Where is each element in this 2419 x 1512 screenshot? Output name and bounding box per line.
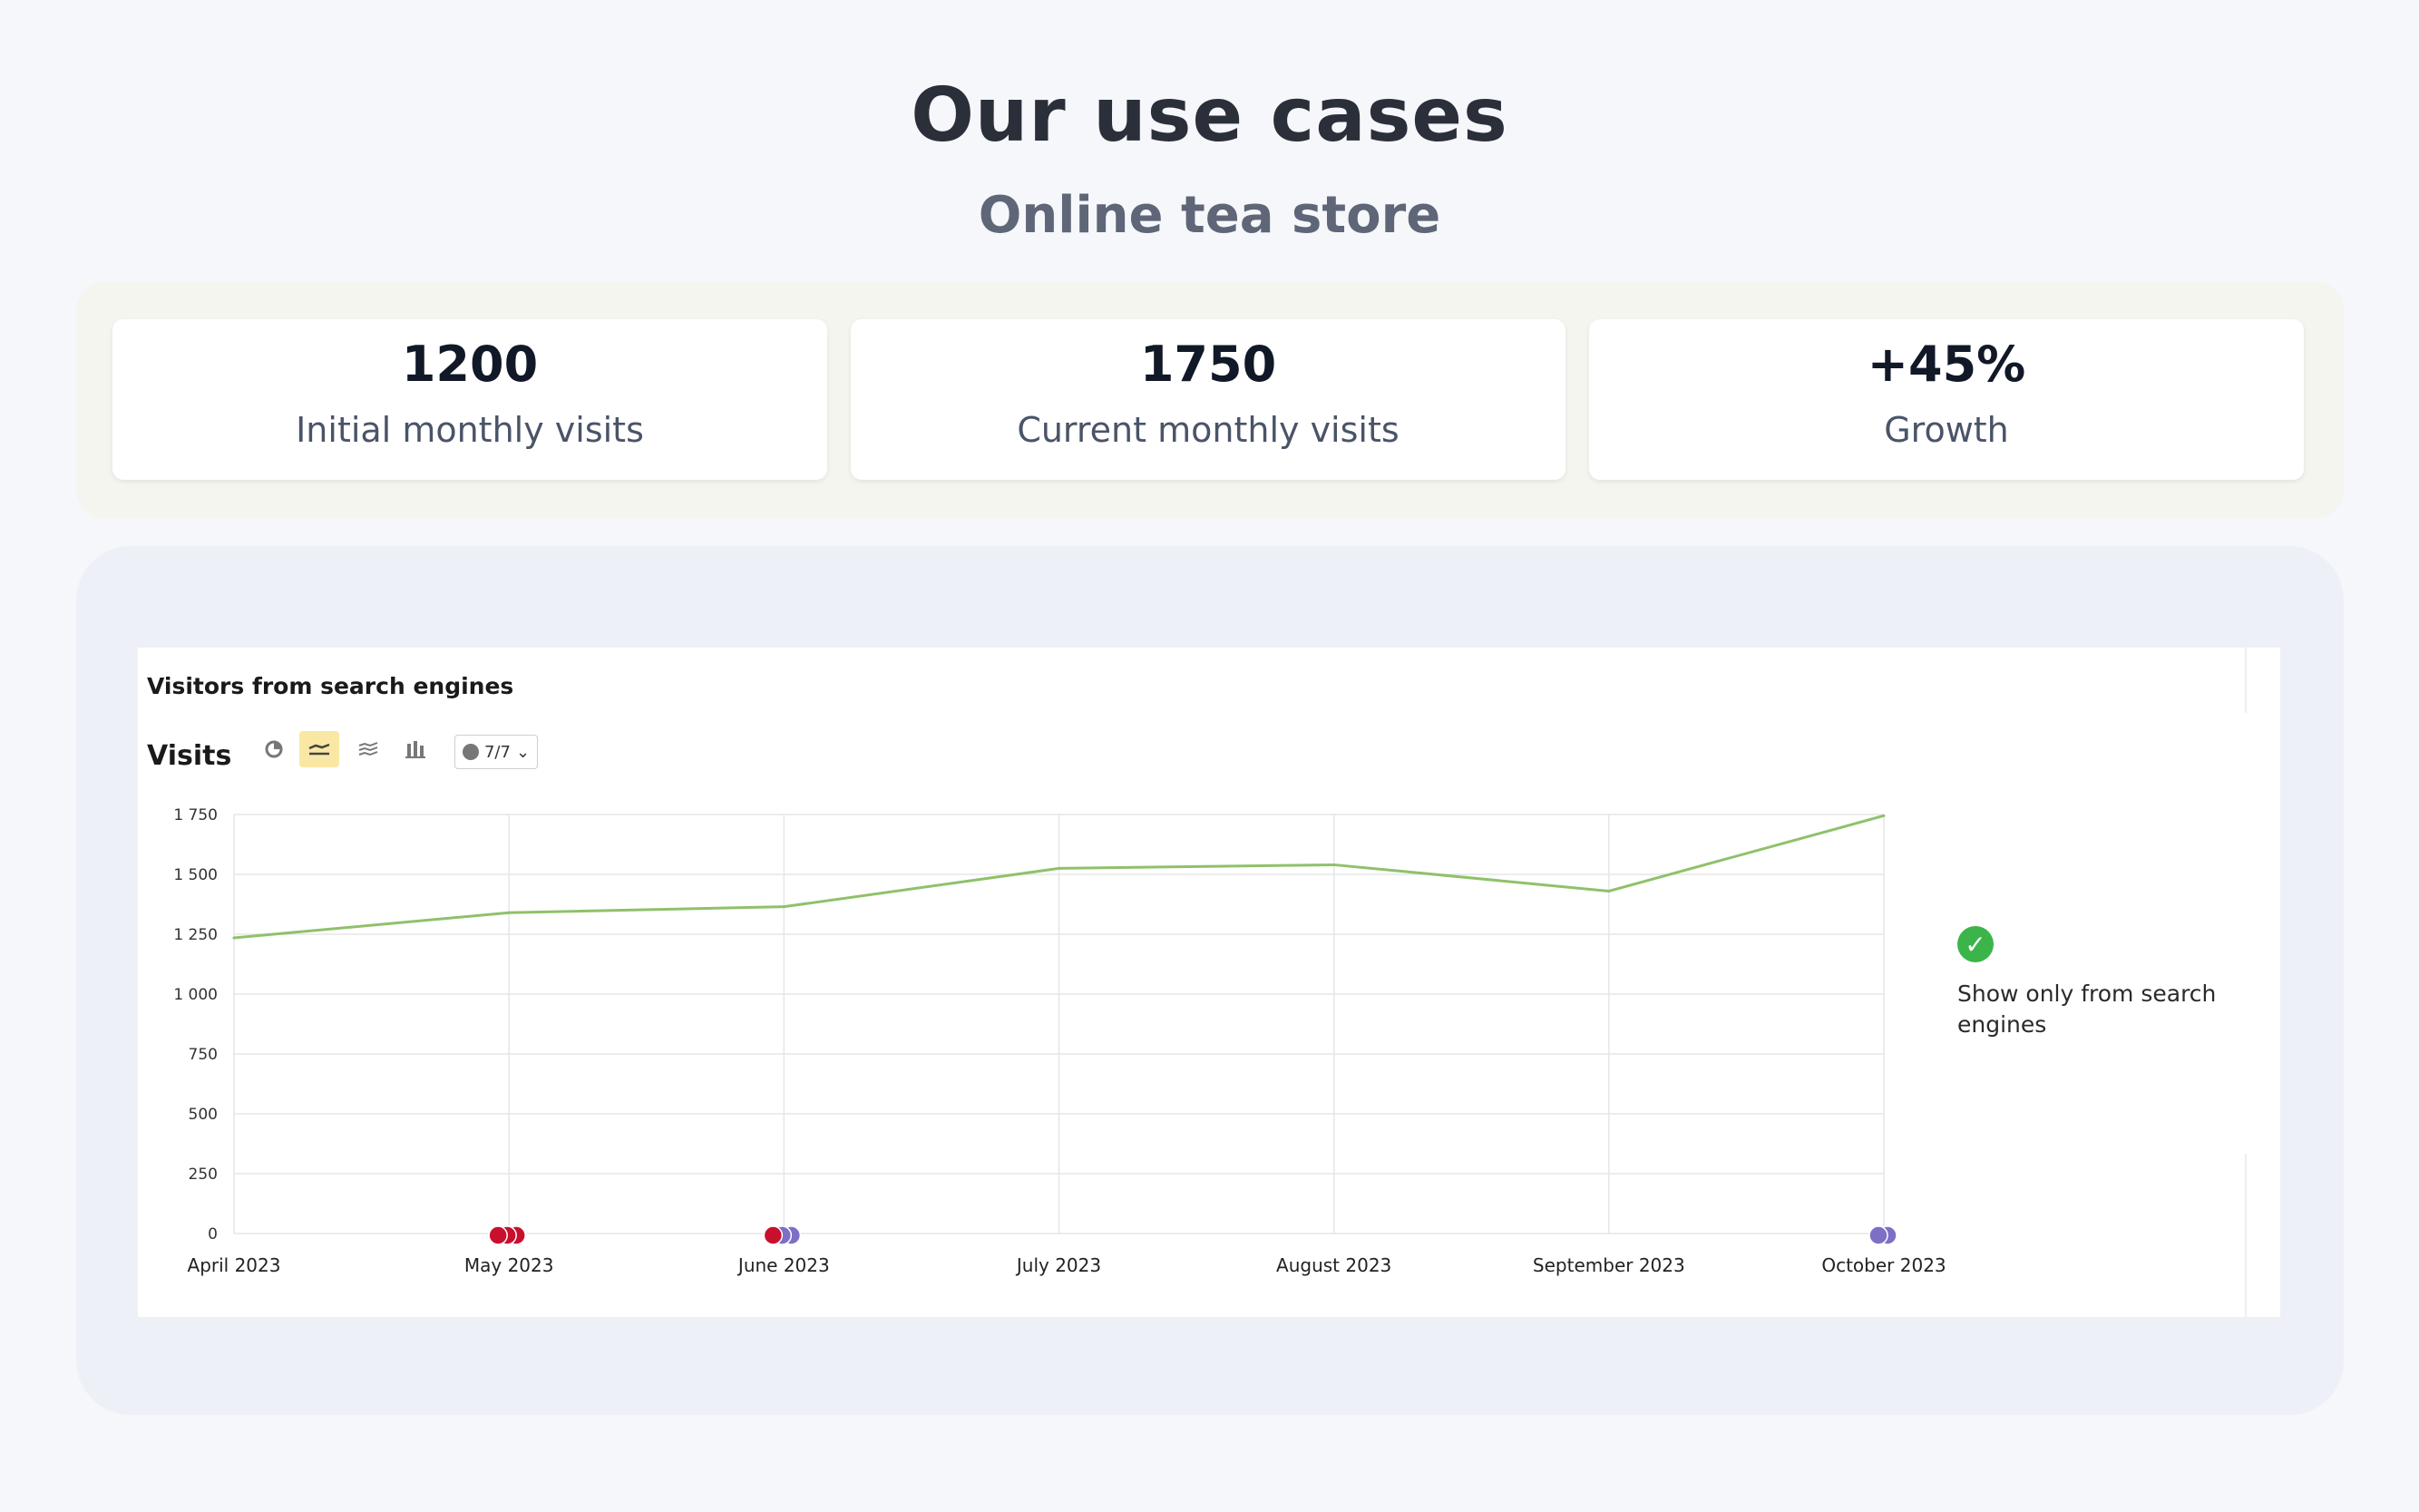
stat-card-current: 1750 Current monthly visits (851, 319, 1566, 480)
y-tick-label: 1 250 (173, 926, 218, 944)
series-count: 7/7 (483, 742, 511, 762)
stats-strip: 1200 Initial monthly visits 1750 Current… (76, 281, 2344, 519)
stat-label: Current monthly visits (1017, 410, 1400, 450)
data-point (507, 911, 511, 914)
y-tick-label: 750 (189, 1046, 218, 1064)
annotation-marker (1868, 1225, 1888, 1245)
y-tick-label: 0 (208, 1225, 218, 1244)
x-tick-label: July 2023 (1015, 1254, 1101, 1276)
data-point (1882, 814, 1886, 817)
data-point (232, 936, 236, 940)
x-tick-label: May 2023 (464, 1254, 554, 1276)
data-point (1332, 863, 1336, 866)
x-tick-label: June 2023 (736, 1254, 830, 1276)
chart-title: Visitors from search engines (147, 673, 514, 699)
stat-label: Initial monthly visits (296, 410, 644, 450)
data-point (1058, 866, 1060, 870)
metric-label: Visits (147, 740, 232, 772)
x-tick-label: April 2023 (188, 1254, 281, 1276)
chart-panel: Visitors from search engines Visits 7/7 … (76, 546, 2344, 1415)
stat-card-initial: 1200 Initial monthly visits (112, 319, 827, 480)
y-tick-label: 1 000 (173, 986, 218, 1004)
chevron-down-icon: ⌄ (515, 742, 531, 762)
legend-label: Show only from search engines (1957, 980, 2217, 1038)
check-circle-icon[interactable]: ✓ (1957, 926, 1994, 962)
area-chart-icon[interactable] (348, 731, 388, 767)
stat-value: 1750 (1139, 336, 1277, 393)
x-tick-label: September 2023 (1533, 1254, 1685, 1276)
stat-card-growth: +45% Growth (1589, 319, 2304, 480)
data-point (1607, 889, 1611, 893)
y-tick-label: 250 (189, 1166, 218, 1184)
chart-screenshot: Visitors from search engines Visits 7/7 … (138, 648, 2280, 1317)
x-tick-label: August 2023 (1276, 1254, 1391, 1276)
stat-value: +45% (1867, 336, 2026, 393)
annotation-marker (763, 1225, 784, 1245)
x-tick-label: October 2023 (1821, 1254, 1946, 1276)
page-subtitle: Online tea store (978, 186, 1441, 245)
line-chart-icon[interactable] (299, 731, 339, 767)
comment-icon (462, 744, 479, 760)
stat-label: Growth (1884, 410, 2009, 450)
frame-divider (2245, 1154, 2247, 1317)
y-tick-label: 1 750 (173, 806, 218, 824)
line-chart: 0 250 500 750 1 000 1 250 1 500 1 750 April 2023… (173, 806, 1946, 1276)
pie-chart-icon[interactable] (254, 731, 294, 767)
page-title: Our use cases (911, 73, 1508, 159)
bar-chart-icon[interactable] (395, 731, 435, 767)
y-tick-label: 1 500 (173, 866, 218, 884)
stat-value: 1200 (401, 336, 539, 393)
annotation-marker (488, 1225, 508, 1245)
data-point (782, 905, 785, 909)
series-select[interactable]: 7/7 ⌄ (454, 735, 538, 769)
frame-divider (2245, 648, 2247, 713)
y-tick-label: 500 (189, 1106, 218, 1124)
